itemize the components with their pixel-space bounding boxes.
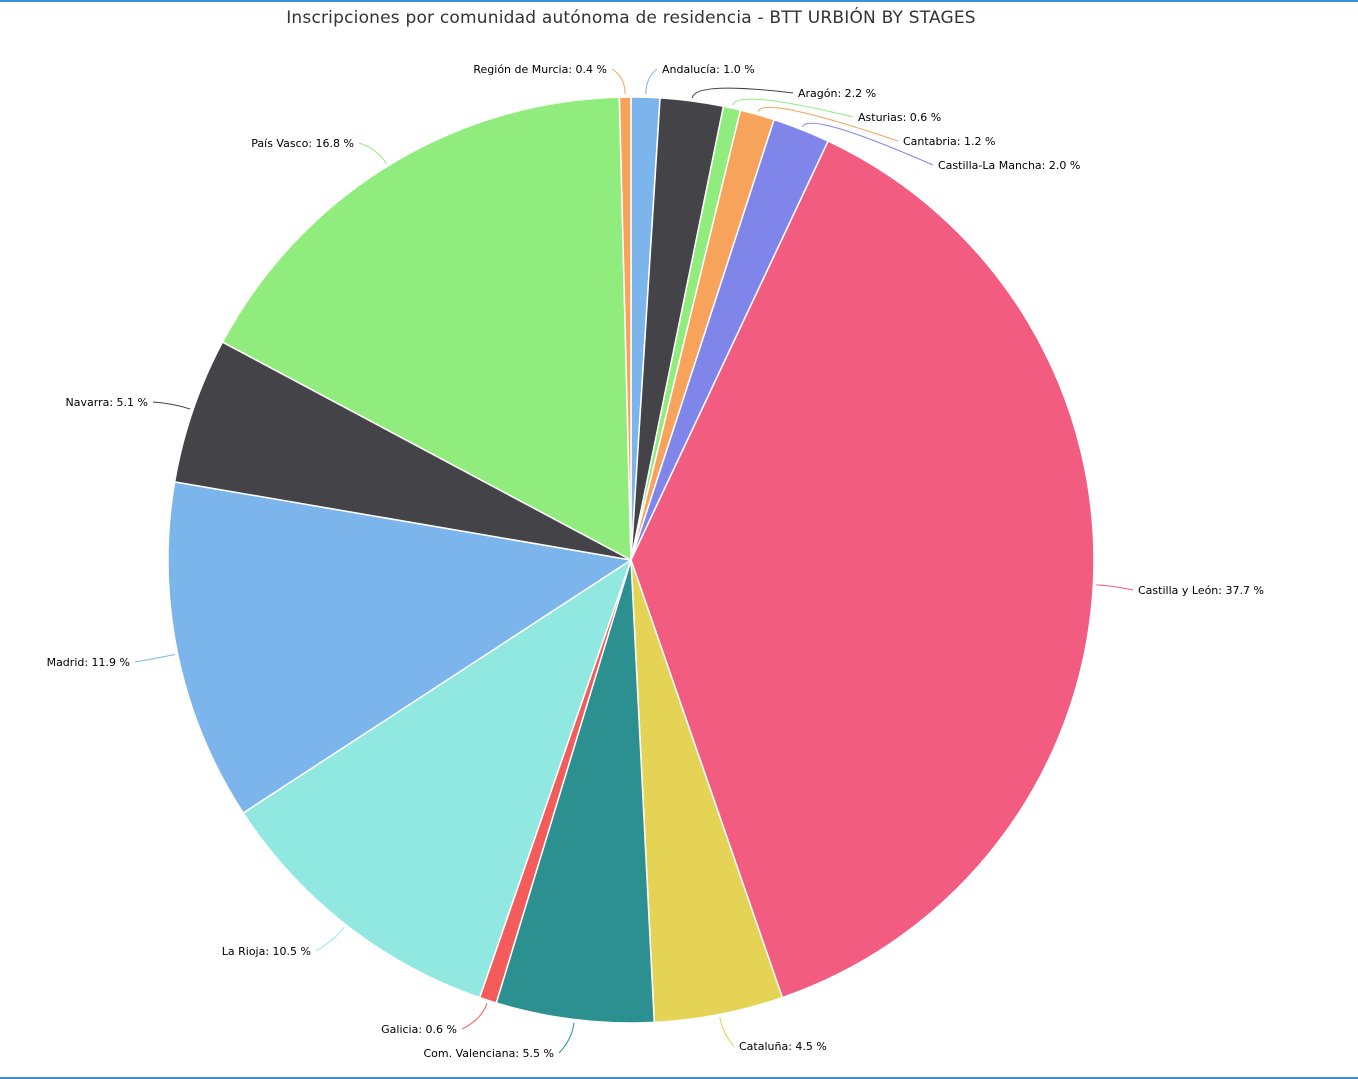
connector-lines xyxy=(134,68,1134,1054)
connector-line xyxy=(358,142,387,164)
data-label: Navarra: 5.1 % xyxy=(66,396,148,409)
pie-slice[interactable] xyxy=(630,140,1095,999)
connector-line xyxy=(134,654,175,663)
connector-line xyxy=(757,106,899,142)
pie-slices xyxy=(167,96,1095,1024)
bottom-border xyxy=(0,1077,1358,1079)
data-label: Castilla y León: 37.7 % xyxy=(1138,584,1264,597)
data-label: Galicia: 0.6 % xyxy=(381,1023,457,1036)
connector-line xyxy=(461,1003,488,1030)
data-label: Com. Valenciana: 5.5 % xyxy=(423,1047,554,1060)
data-label: Asturias: 0.6 % xyxy=(858,111,941,124)
pie-slice[interactable] xyxy=(618,96,632,561)
pie-slice[interactable] xyxy=(242,559,632,999)
pie-slice[interactable] xyxy=(495,559,656,1024)
data-label: Madrid: 11.9 % xyxy=(47,656,130,669)
pie-slice[interactable] xyxy=(221,96,632,561)
data-label: La Rioja: 10.5 % xyxy=(222,945,311,958)
connector-line xyxy=(315,927,345,952)
data-label: Castilla-La Mancha: 2.0 % xyxy=(938,159,1080,172)
connector-line xyxy=(719,1017,735,1047)
connector-line xyxy=(645,68,658,95)
connector-line xyxy=(152,401,191,410)
top-border xyxy=(0,0,1358,2)
data-label: Cantabria: 1.2 % xyxy=(903,135,995,148)
data-labels: Andalucía: 1.0 % Aragón: 2.2 % Asturias: 0… xyxy=(47,63,1264,1060)
connector-line xyxy=(691,87,794,99)
chart-title: Inscripciones por comunidad autónoma de … xyxy=(286,8,976,28)
connector-line xyxy=(802,122,934,166)
data-label: País Vasco: 16.8 % xyxy=(251,137,354,150)
connector-line xyxy=(611,68,626,95)
data-label: Andalucía: 1.0 % xyxy=(662,63,755,76)
connector-line xyxy=(1096,584,1134,591)
connector-line xyxy=(732,98,854,118)
data-label: Aragón: 2.2 % xyxy=(798,87,876,100)
pie-slice[interactable] xyxy=(173,341,632,561)
pie-slice[interactable] xyxy=(167,481,632,814)
data-label: Región de Murcia: 0.4 % xyxy=(473,63,607,76)
data-label: Cataluña: 4.5 % xyxy=(739,1040,827,1053)
connector-line xyxy=(558,1022,575,1054)
